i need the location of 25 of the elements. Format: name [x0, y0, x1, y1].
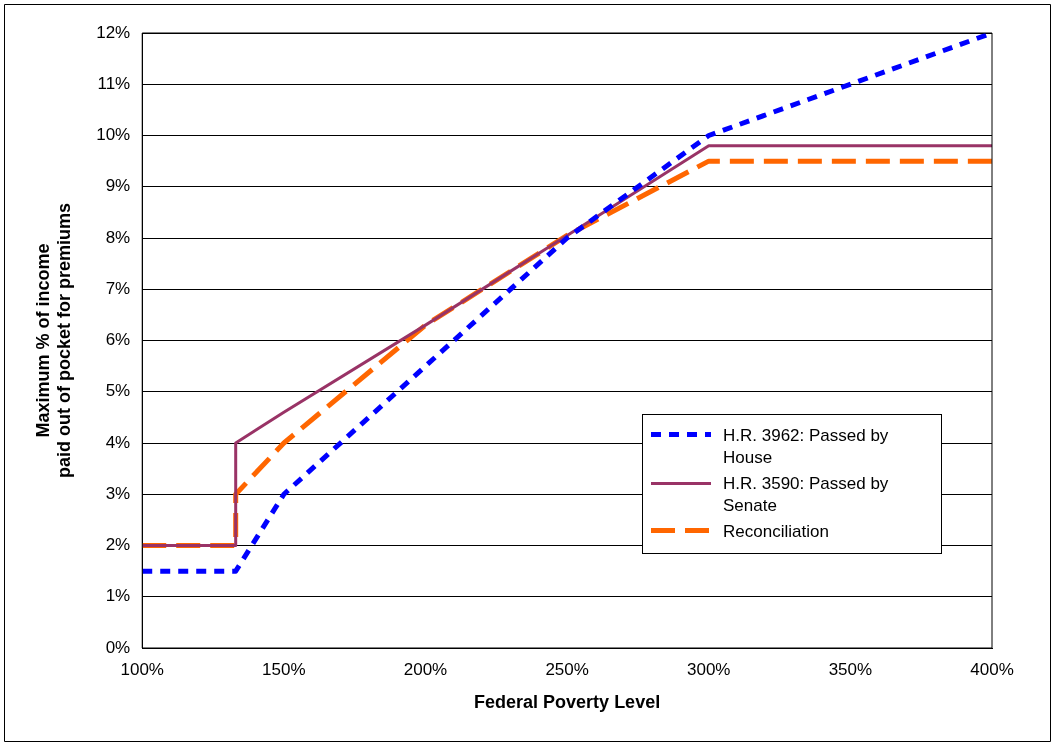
y-tick-label: 2%	[105, 535, 131, 555]
y-tick-label: 10%	[96, 125, 131, 145]
y-tick-label: 3%	[105, 483, 131, 503]
x-axis-title: Federal Poverty Level	[474, 692, 661, 713]
legend-label: H.R. 3590: Passed by Senate	[723, 473, 890, 518]
y-tick-label: 5%	[105, 381, 131, 401]
y-tick-label: 12%	[96, 22, 131, 42]
y-tick-label: 8%	[105, 227, 131, 247]
y-tick-label: 4%	[105, 432, 131, 452]
y-tick-label: 11%	[97, 73, 131, 93]
x-tick-label: 350%	[828, 659, 873, 679]
x-tick-label: 100%	[120, 659, 164, 679]
y-tick-label: 1%	[105, 586, 131, 606]
legend-label: Reconciliation	[723, 521, 830, 544]
y-tick-label: 0%	[105, 637, 131, 657]
x-tick-label: 200%	[403, 659, 448, 679]
x-tick-label: 250%	[545, 659, 589, 679]
legend-label: H.R. 3962: Passed by House	[723, 425, 890, 470]
y-axis-title: Maximum % of income paid out of pocket for premiums	[32, 202, 75, 479]
y-tick-label: 7%	[105, 278, 131, 298]
y-tick-label: 9%	[105, 176, 131, 196]
y-tick-label: 6%	[105, 330, 131, 350]
x-tick-label: 400%	[970, 659, 1014, 679]
x-tick-label: 300%	[687, 659, 731, 679]
x-tick-label: 150%	[262, 659, 306, 679]
